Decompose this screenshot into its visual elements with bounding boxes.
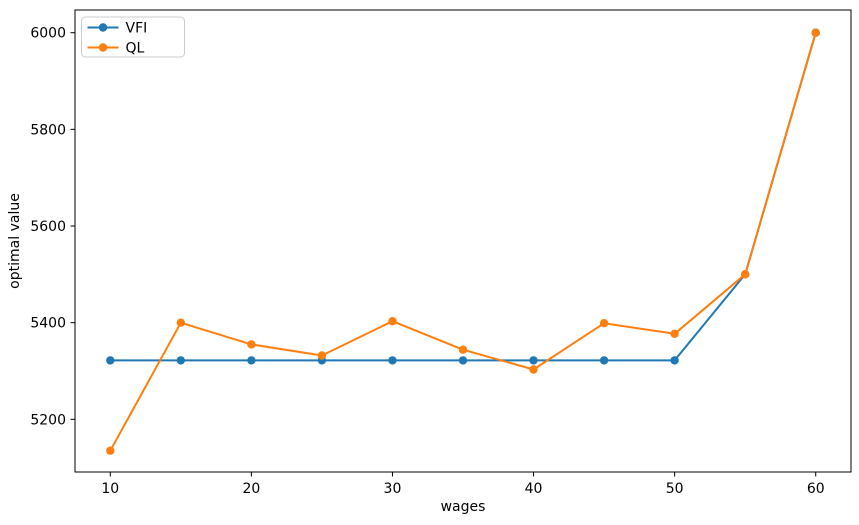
legend-marker-vfi	[98, 23, 108, 32]
data-point-ql	[106, 446, 115, 455]
x-tick-label: 60	[807, 481, 825, 497]
data-point-ql	[247, 340, 256, 349]
data-point-ql	[176, 318, 185, 327]
data-point-ql	[317, 351, 327, 360]
legend-label-ql: QL	[126, 41, 145, 57]
data-point-ql	[388, 317, 397, 326]
x-tick-label: 20	[242, 481, 260, 497]
series-line-ql	[109, 31, 817, 452]
data-point-vfi	[670, 356, 679, 365]
data-point-vfi	[388, 356, 397, 365]
y-tick-label: 6000	[30, 26, 66, 42]
data-point-ql	[529, 365, 538, 374]
data-point-vfi	[458, 356, 468, 365]
series-ql	[106, 28, 820, 455]
y-tick-label: 5400	[30, 316, 66, 332]
y-tick-label: 5200	[30, 412, 66, 428]
y-axis-label: optimal value	[7, 193, 23, 289]
data-point-vfi	[176, 356, 185, 365]
x-axis: 10 20 30 40 50 60	[101, 472, 825, 497]
x-tick-label: 40	[525, 481, 543, 497]
data-point-ql	[458, 345, 468, 354]
x-tick-label: 50	[666, 481, 684, 497]
x-tick-label: 30	[384, 481, 402, 497]
data-point-ql	[741, 270, 750, 279]
legend-label-vfi: VFI	[126, 21, 148, 37]
y-tick-label: 5600	[30, 219, 66, 235]
x-axis-label: wages	[441, 499, 486, 515]
legend: VFI QL	[81, 16, 185, 58]
series-line-vfi	[109, 31, 817, 362]
data-point-ql	[811, 28, 820, 37]
data-point-ql	[670, 329, 679, 338]
plot-frame	[74, 9, 852, 473]
y-tick-label: 5800	[30, 122, 66, 138]
data-point-vfi	[599, 356, 609, 365]
data-point-vfi	[529, 356, 538, 365]
y-axis: 5200 5400 5600 5800 6000	[30, 26, 75, 428]
data-point-vfi	[247, 356, 256, 365]
data-point-ql	[599, 319, 609, 328]
x-tick-label: 10	[101, 481, 119, 497]
legend-marker-ql	[98, 43, 108, 52]
data-point-vfi	[106, 356, 115, 365]
series-vfi	[106, 28, 820, 365]
